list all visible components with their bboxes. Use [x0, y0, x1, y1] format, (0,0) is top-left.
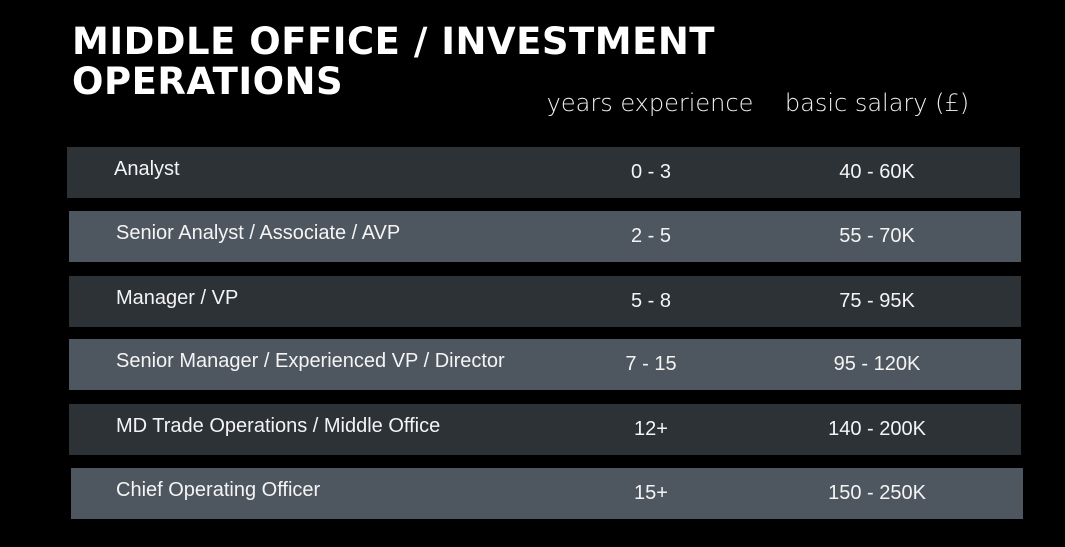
role-cell: Manager / VP [116, 287, 239, 309]
table-row: Senior Manager / Experienced VP / Direct… [69, 339, 1021, 390]
page-title: MIDDLE OFFICE / INVESTMENT OPERATIONS [72, 22, 715, 102]
page-title-line-2: OPERATIONS [72, 60, 344, 103]
years-cell: 5 - 8 [630, 290, 672, 312]
salary-cell: 150 - 250K [828, 482, 926, 504]
table-row: Chief Operating Officer 15+ 150 - 250K [71, 468, 1023, 519]
years-cell: 2 - 5 [630, 225, 672, 247]
role-cell: Senior Analyst / Associate / AVP [116, 222, 401, 244]
role-cell: Analyst [114, 158, 180, 180]
years-cell: 15+ [634, 482, 668, 504]
salary-cell: 140 - 200K [828, 418, 926, 440]
salary-cell: 40 - 60K [839, 161, 915, 183]
basic-salary-header: basic salary (£) [784, 89, 970, 117]
years-experience-header: years experience [546, 89, 754, 117]
salary-cell: 55 - 70K [839, 225, 915, 247]
years-cell: 0 - 3 [630, 161, 672, 183]
salary-cell: 75 - 95K [839, 290, 915, 312]
salary-cell: 95 - 120K [833, 353, 921, 375]
table-row: Senior Analyst / Associate / AVP 2 - 5 5… [69, 211, 1021, 262]
table-row: MD Trade Operations / Middle Office 12+ … [69, 404, 1021, 455]
page-title-line-1: MIDDLE OFFICE / INVESTMENT [72, 20, 716, 63]
role-cell: Senior Manager / Experienced VP / Direct… [116, 350, 505, 372]
role-cell: Chief Operating Officer [116, 479, 321, 501]
table-row: Manager / VP 5 - 8 75 - 95K [69, 276, 1021, 327]
years-cell: 7 - 15 [625, 353, 677, 375]
table-row: Analyst 0 - 3 40 - 60K [67, 147, 1020, 198]
role-cell: MD Trade Operations / Middle Office [116, 415, 441, 437]
years-cell: 12+ [634, 418, 668, 440]
